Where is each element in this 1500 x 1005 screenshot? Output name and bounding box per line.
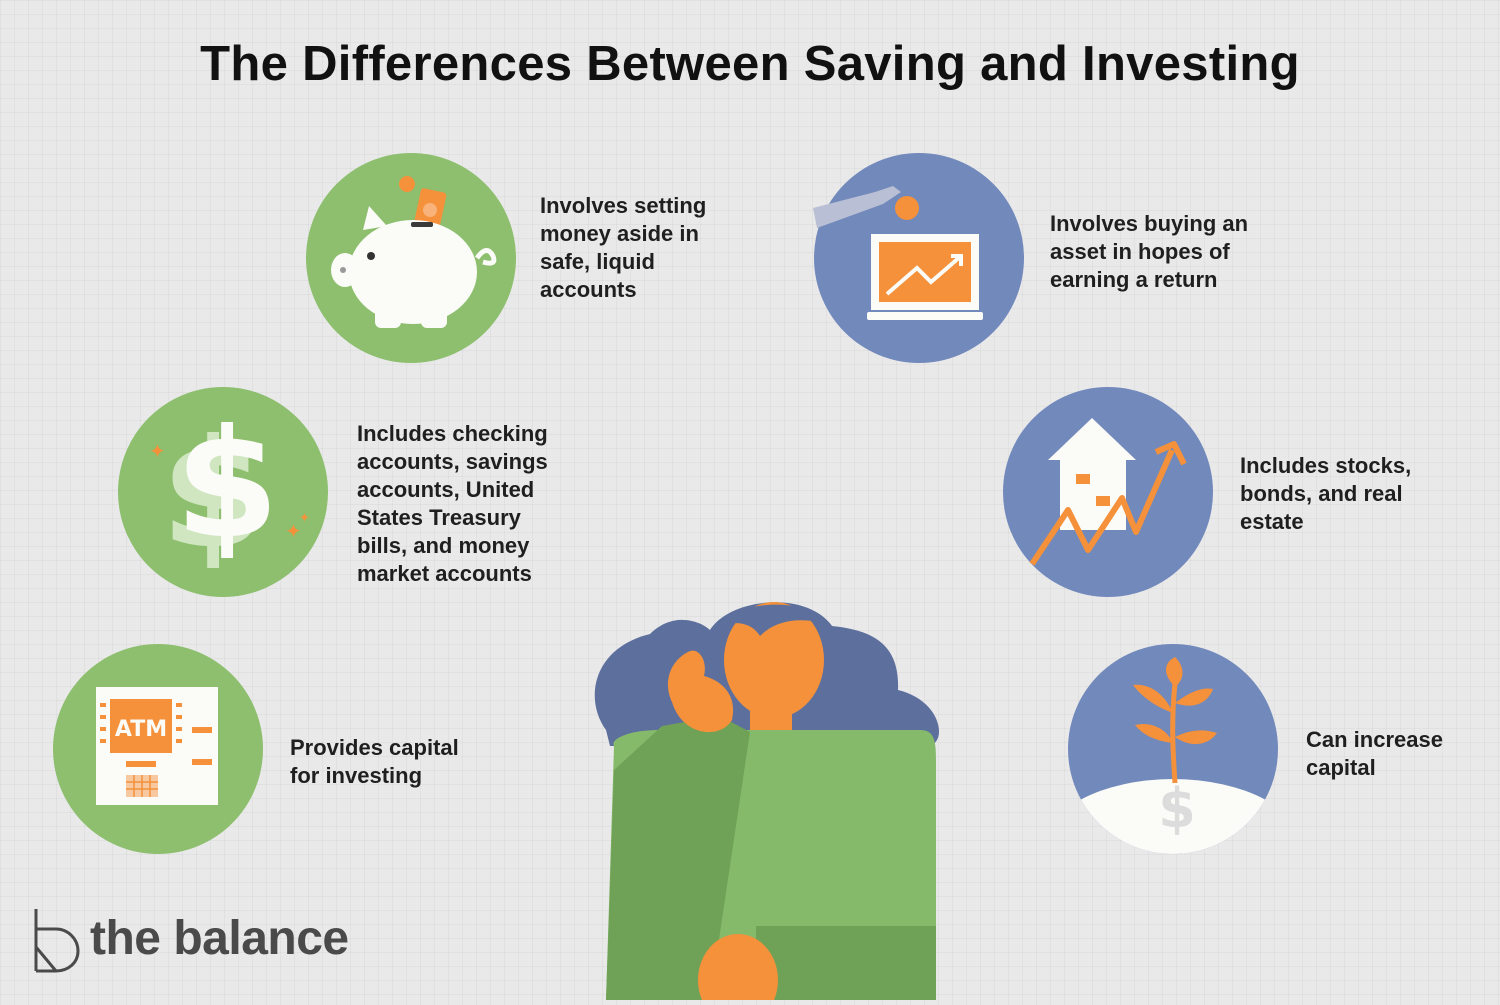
svg-text:$: $	[161, 408, 265, 582]
svg-text:$: $	[1158, 777, 1196, 840]
investing-caption-3: Can increase capital	[1306, 727, 1443, 780]
atm-label: ATM	[115, 717, 167, 742]
page-title: The Differences Between Saving and Inves…	[200, 37, 1300, 91]
piggy-bank-icon	[305, 152, 517, 364]
house-growth-icon	[1002, 386, 1214, 598]
dollar-sign-icon: $ $ ✦ ✦ ✦	[117, 386, 329, 598]
brand-logo: the balance	[30, 905, 370, 977]
svg-text:✦: ✦	[149, 441, 166, 463]
laptop-chart-icon	[813, 152, 1025, 364]
brand-logo-mark	[34, 909, 80, 973]
thinking-person-illustration	[570, 590, 970, 1005]
investing-caption-2: Includes stocks, bonds, and real estate	[1240, 453, 1412, 534]
atm-icon: ATM	[52, 643, 264, 855]
plant-money-icon: $	[1067, 643, 1279, 855]
svg-text:$: $	[175, 398, 279, 572]
investing-caption-1: Involves buying an asset in hopes of ear…	[1050, 211, 1249, 292]
svg-text:✦: ✦	[285, 521, 302, 543]
saving-caption-2: Includes checking accounts, savings acco…	[357, 421, 548, 586]
brand-name: the balance	[90, 912, 349, 965]
saving-caption-3: Provides capital for investing	[290, 735, 459, 788]
svg-text:✦: ✦	[299, 510, 310, 525]
saving-caption-1: Involves setting money aside in safe, li…	[540, 193, 707, 302]
